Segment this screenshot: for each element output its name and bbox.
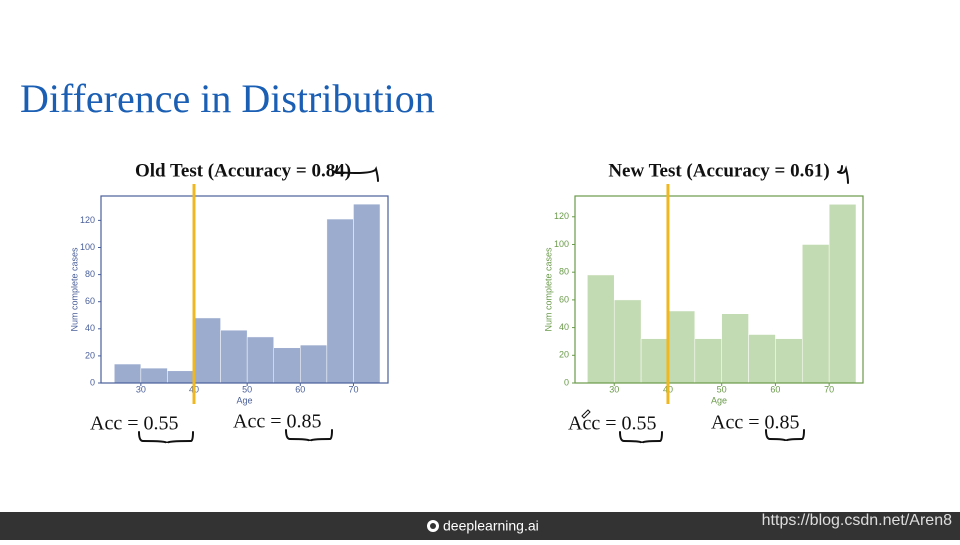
chart-title: Old Test (Accuracy = 0.84): [135, 160, 351, 181]
bar: [775, 338, 803, 384]
x-tick-label: 30: [609, 384, 619, 394]
x-tick-label: 50: [242, 384, 252, 394]
bar: [694, 338, 722, 384]
bar: [721, 313, 749, 384]
brace: [619, 431, 663, 444]
y-tick-label: 0: [564, 377, 569, 387]
bar: [273, 347, 301, 384]
plot-frame: [574, 195, 864, 384]
y-tick-label: 20: [559, 350, 569, 360]
brace: [138, 431, 194, 444]
brace: [765, 429, 805, 442]
accuracy-annotation: Acc = 0.85: [233, 411, 321, 433]
bar: [587, 274, 615, 384]
x-tick-label: 60: [295, 384, 305, 394]
chart-title: New Test (Accuracy = 0.61): [608, 160, 829, 181]
footer-bar: [0, 512, 960, 540]
bar: [140, 367, 168, 384]
handwritten-braces: [138, 165, 849, 444]
bar: [114, 363, 142, 384]
x-axis-label: Age: [236, 395, 252, 405]
logo-icon-inner: [430, 523, 436, 529]
bar: [613, 299, 642, 384]
watermark: https://blog.csdn.net/Aren8: [762, 512, 952, 529]
bar: [667, 310, 696, 384]
slide-title: Difference in Distribution: [20, 76, 435, 121]
x-axis-label: Age: [711, 395, 727, 405]
pen-cursor: [581, 409, 591, 419]
y-tick-label: 80: [85, 269, 95, 279]
y-axis-label: Num complete cases: [69, 247, 79, 332]
y-tick-label: 20: [85, 350, 95, 360]
x-tick-label: 60: [770, 384, 780, 394]
y-tick-label: 60: [85, 296, 95, 306]
y-tick-label: 40: [85, 323, 95, 333]
bar: [167, 370, 195, 384]
accuracy-annotation: Acc = 0.55: [90, 413, 178, 435]
brace: [285, 429, 333, 442]
plot-frame: [100, 195, 389, 384]
bar: [326, 218, 354, 384]
bar: [640, 338, 669, 384]
bar: [246, 336, 274, 384]
brace: [837, 165, 849, 184]
accuracy-annotation: Acc = 0.55: [568, 413, 656, 435]
bar: [193, 317, 221, 384]
y-tick-label: 100: [554, 239, 569, 249]
y-tick-label: 60: [559, 294, 569, 304]
y-tick-label: 120: [554, 211, 569, 221]
x-tick-label: 70: [824, 384, 834, 394]
bar: [802, 244, 830, 384]
bar: [748, 334, 776, 384]
y-tick-label: 120: [80, 215, 95, 225]
x-tick-label: 30: [136, 384, 146, 394]
bar: [828, 204, 857, 384]
footer-text: deeplearning.ai: [443, 518, 539, 534]
y-tick-label: 40: [559, 322, 569, 332]
x-tick-label: 70: [348, 384, 358, 394]
bar: [220, 329, 248, 384]
accuracy-annotation: Acc = 0.85: [711, 412, 799, 434]
y-tick-label: 80: [559, 267, 569, 277]
y-tick-label: 100: [80, 242, 95, 252]
bar: [353, 203, 381, 384]
bar: [300, 344, 328, 384]
y-axis-label: Num complete cases: [543, 247, 553, 332]
y-tick-label: 0: [90, 377, 95, 387]
x-tick-label: 50: [717, 384, 727, 394]
brace: [332, 165, 379, 182]
